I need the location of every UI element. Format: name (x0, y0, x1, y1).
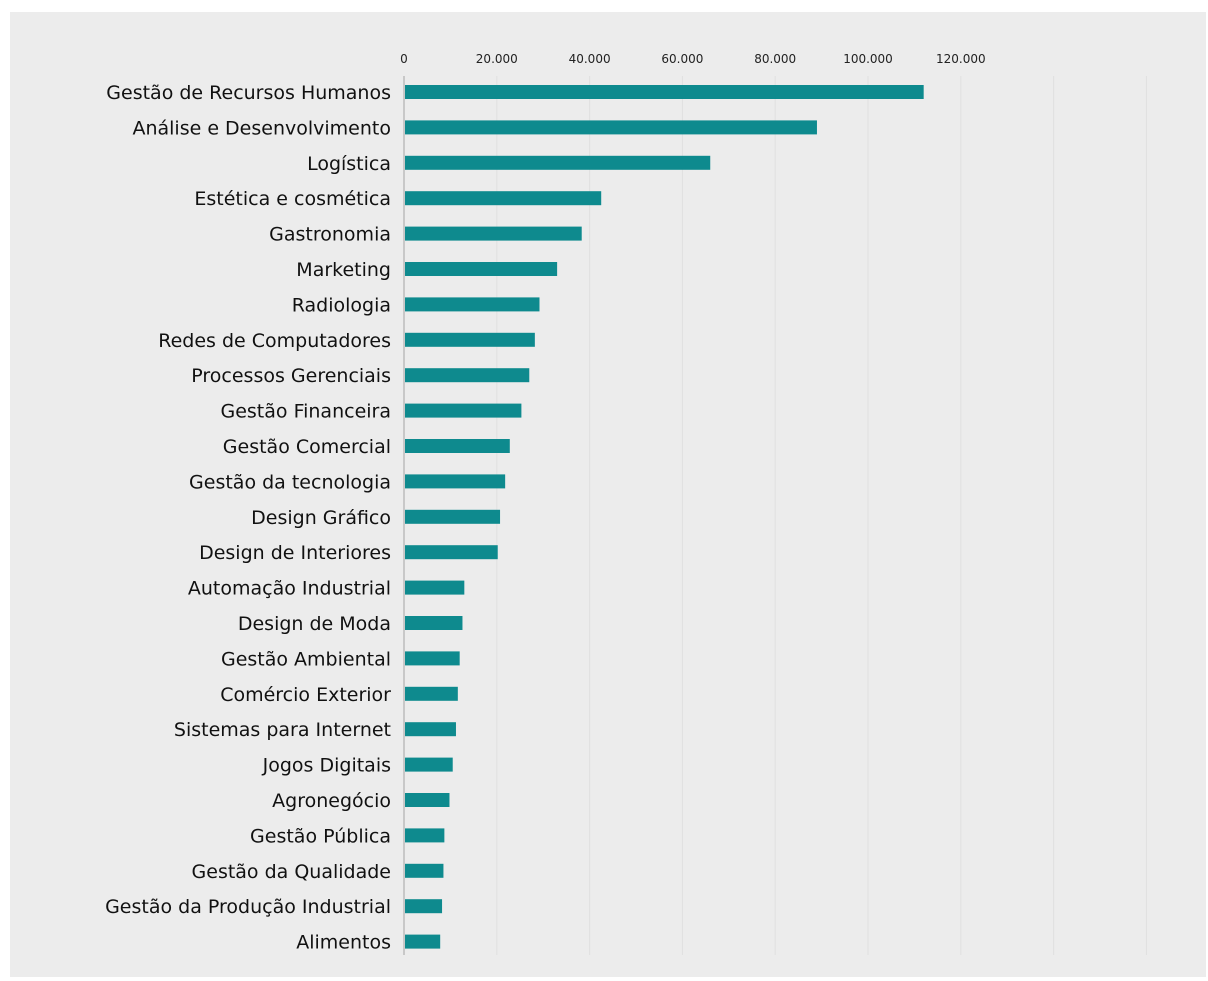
bar (404, 686, 458, 701)
category-label: Gestão Ambiental (221, 648, 391, 670)
category-label: Radiologia (292, 294, 391, 316)
category-label: Marketing (296, 259, 391, 281)
bar (404, 368, 530, 383)
bar (404, 509, 501, 524)
bar (404, 793, 450, 807)
bar (404, 616, 463, 630)
bar (404, 262, 558, 276)
category-label: Gestão de Recursos Humanos (106, 82, 391, 104)
bar (404, 297, 540, 312)
category-label: Redes de Computadores (158, 330, 391, 352)
category-label: Jogos Digitais (262, 755, 391, 777)
bar (404, 828, 445, 843)
x-tick-label: 120.000 (936, 52, 986, 66)
bar (404, 474, 506, 489)
x-tick-label: 20.000 (476, 52, 518, 66)
x-tick-label: 100.000 (843, 52, 893, 66)
bar (404, 863, 444, 878)
category-label: Gestão Comercial (223, 436, 391, 458)
bar (404, 226, 582, 241)
bar (404, 757, 453, 772)
category-label: Gestão da Qualidade (192, 861, 391, 883)
bar (404, 403, 522, 418)
bar (404, 934, 441, 949)
bar (404, 120, 817, 135)
chart-panel (10, 12, 1206, 977)
category-label: Gestão Pública (250, 825, 391, 847)
category-label: Agronegócio (272, 790, 391, 812)
category-label: Gestão Financeira (221, 401, 392, 423)
category-label: Análise e Desenvolvimento (132, 117, 391, 139)
bar (404, 545, 498, 560)
category-label: Design de Moda (238, 613, 391, 635)
bar (404, 651, 460, 666)
bar (404, 332, 535, 347)
bar (404, 439, 510, 453)
x-tick-label: 0 (400, 52, 408, 66)
category-label: Sistemas para Internet (174, 719, 391, 741)
x-tick-label: 80.000 (754, 52, 796, 66)
bar (404, 899, 443, 914)
bar (404, 722, 456, 737)
category-label: Design Gráfico (251, 507, 391, 529)
category-label: Comércio Exterior (220, 684, 391, 706)
x-tick-label: 60.000 (661, 52, 703, 66)
category-label: Design de Interiores (199, 542, 391, 564)
category-label: Logística (307, 153, 391, 175)
bar (404, 580, 465, 595)
category-label: Processos Gerenciais (191, 365, 391, 387)
category-label: Automação Industrial (188, 578, 391, 600)
category-label: Alimentos (296, 932, 391, 954)
bar (404, 155, 711, 170)
category-label: Gestão da Produção Industrial (105, 896, 391, 918)
category-label: Gestão da tecnologia (189, 471, 391, 493)
category-label: Estética e cosmética (194, 188, 391, 210)
bar (404, 191, 602, 206)
bar (404, 85, 924, 99)
x-tick-label: 40.000 (569, 52, 611, 66)
category-label: Gastronomia (269, 224, 391, 246)
